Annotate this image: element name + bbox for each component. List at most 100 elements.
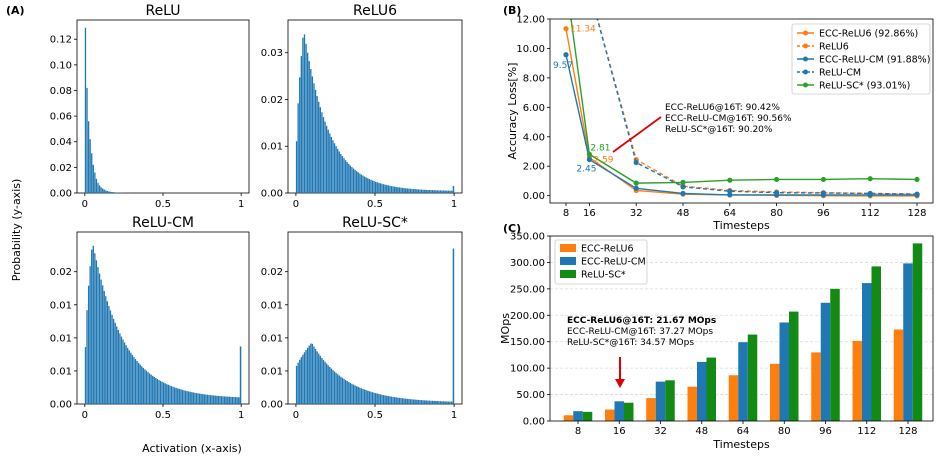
histogram-bar	[105, 190, 107, 193]
histogram-bar	[405, 188, 407, 193]
histogram-bar	[359, 387, 361, 404]
data-point	[774, 176, 780, 183]
histogram-bar	[86, 87, 88, 193]
panel-label-b: (B)	[503, 4, 521, 17]
histogram-bar	[305, 349, 307, 404]
data-point	[727, 192, 733, 198]
bar-ecc-relu6	[728, 375, 739, 421]
histogram-bar	[223, 396, 226, 404]
histogram-bar	[98, 273, 101, 404]
histogram-bar	[344, 380, 347, 404]
histogram-bar	[178, 388, 180, 404]
point-label: 2.59	[593, 156, 613, 166]
histogram-bar	[381, 394, 383, 404]
histogram-bar	[102, 188, 104, 193]
histogram-spike-bar	[452, 248, 455, 404]
histogram-bar	[117, 329, 119, 404]
histogram-bar	[390, 396, 393, 404]
bar-ecc-relu6	[687, 386, 697, 421]
histogram-bar	[424, 400, 426, 404]
histogram-bar	[406, 188, 408, 193]
histogram-bar	[370, 391, 372, 404]
bar-relu-sc-	[665, 380, 675, 421]
bar-ecc-relu-cm	[738, 342, 748, 421]
histogram-bar	[398, 397, 401, 404]
histogram-bar	[111, 191, 113, 193]
histogram-bar	[155, 378, 157, 404]
histogram-bar	[236, 397, 238, 404]
histogram-bar	[308, 61, 310, 194]
y-tick-label: 0.00	[261, 400, 283, 411]
histogram-bar	[300, 56, 302, 193]
y-tick-label: 0.01	[261, 142, 283, 153]
histogram-bar	[231, 396, 234, 404]
histogram-bar	[114, 322, 116, 404]
histogram-bar	[321, 357, 323, 404]
bar-ecc-relu-cm	[614, 401, 624, 421]
y-tick-label: 150.00	[510, 337, 545, 348]
histogram-bar	[134, 359, 137, 404]
x-tick-label: 0	[82, 410, 88, 421]
histogram-bar	[310, 69, 312, 193]
histogram-bar	[376, 182, 378, 193]
histogram-bar	[217, 395, 220, 404]
histogram-bar	[324, 361, 326, 404]
histogram-bar	[332, 140, 334, 193]
histogram-bar	[238, 397, 240, 404]
histogram-bar	[411, 188, 413, 193]
x-tick-label: 1	[238, 410, 244, 421]
histogram-bar	[431, 190, 434, 193]
histogram-bar	[137, 362, 140, 404]
x-tick-label: 1	[238, 199, 244, 210]
x-tick-label: 0	[293, 410, 299, 421]
histogram-bar	[94, 172, 96, 193]
y-tick-label: 200.00	[510, 311, 545, 322]
series-line-4	[596, 19, 918, 195]
legend-swatch	[560, 270, 576, 278]
histogram-bar	[430, 400, 432, 404]
histogram-bar	[303, 352, 306, 404]
x-tick-label: 8	[563, 208, 569, 219]
annotation-text: ReLU-SC*@16T: 34.57 MOps	[567, 338, 694, 348]
histogram-bar	[441, 190, 443, 193]
histogram-bar	[408, 188, 410, 193]
histogram-bar	[319, 107, 321, 193]
histogram-bar	[352, 168, 355, 193]
histogram-bar	[356, 171, 358, 193]
histogram-bar	[112, 318, 115, 404]
panel-label-a: (A)	[6, 4, 25, 17]
histogram-bar	[184, 390, 187, 404]
x-tick-label: 80	[770, 208, 783, 219]
histogram-bar	[153, 376, 155, 404]
annotation-arrow-head	[615, 379, 625, 388]
y-tick-label: 0.10	[50, 60, 72, 71]
annotation-text: ECC-ReLU-CM@16T: 37.27 MOps	[567, 327, 713, 337]
y-tick-label: 0.01	[50, 300, 72, 311]
histogram-bar	[438, 401, 440, 404]
histogram-bar	[389, 396, 391, 404]
y-tick-label: 12.00	[516, 15, 545, 26]
panel-a: (A) Activation (x-axis) Probability (y-axi…	[6, 3, 463, 455]
histogram-bar	[95, 260, 98, 404]
histogram-bar	[87, 121, 90, 193]
histogram-bar	[340, 376, 342, 404]
histogram-bar	[295, 365, 298, 404]
histogram-bar	[325, 125, 328, 193]
annotation-text: ECC-ReLU6@16T: 90.42%	[665, 103, 780, 113]
histogram-bar	[449, 401, 451, 404]
histogram-bar	[357, 172, 359, 193]
y-tick-label: 350.00	[510, 232, 545, 243]
histogram-bar	[419, 400, 421, 404]
histogram-bar	[167, 384, 170, 404]
histogram-bar	[203, 394, 205, 404]
y-tick-label: 100.00	[510, 364, 545, 375]
histogram-bar	[397, 187, 399, 193]
histogram-bar	[128, 350, 130, 404]
histogram-bar	[427, 400, 429, 404]
histogram-bar	[403, 188, 405, 193]
histogram-bar	[100, 279, 102, 404]
subplot-title: ReLU6	[353, 3, 397, 19]
subplot-title: ReLU-CM	[132, 215, 194, 231]
histogram-bar	[183, 390, 185, 404]
histogram-bar	[427, 189, 429, 193]
